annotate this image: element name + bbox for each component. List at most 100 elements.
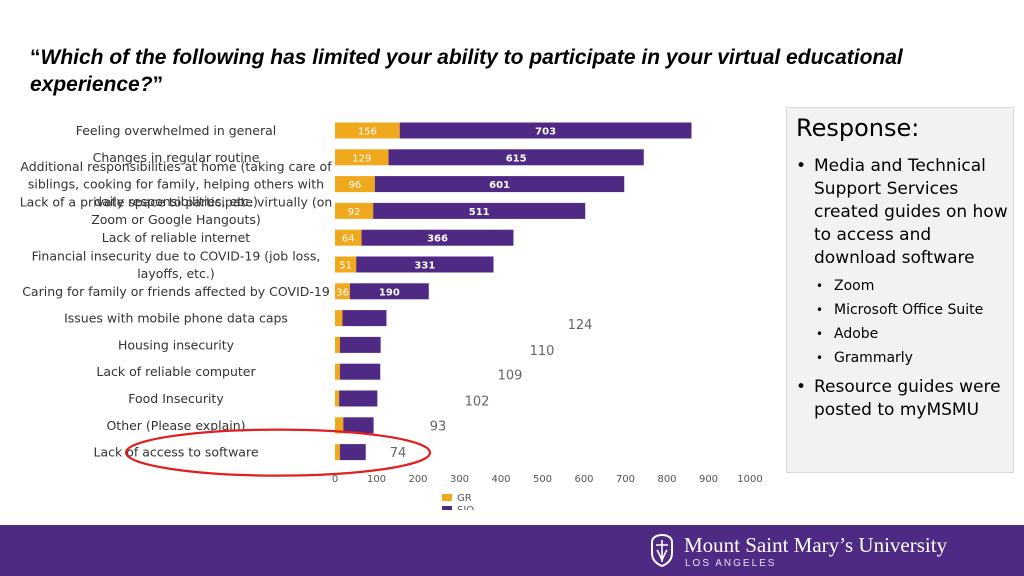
x-tick-label: 800 <box>657 474 676 485</box>
bar-label-sio: 601 <box>489 180 510 191</box>
bar-label-sio: 190 <box>379 287 400 298</box>
x-tick-label: 500 <box>533 474 552 485</box>
bar-sio <box>388 149 644 166</box>
response-heading: Response: <box>796 114 920 142</box>
category-label: Caring for family or friends affected by… <box>22 284 330 299</box>
legend-label: GR <box>457 493 472 504</box>
bar-sio <box>339 390 378 407</box>
category-label: Zoom or Google Hangouts) <box>91 212 261 227</box>
x-tick-label: 400 <box>491 474 510 485</box>
category-label: Lack of reliable computer <box>96 364 256 379</box>
legend-swatch <box>442 494 452 501</box>
bar-gr <box>335 229 362 246</box>
response-item-text: Media and Technical Support Services cre… <box>814 156 1008 268</box>
x-tick-label: 700 <box>616 474 635 485</box>
bar-label-sio: 366 <box>427 234 448 245</box>
outside-value-label: 93 <box>430 419 447 434</box>
bar-label-gr: 156 <box>358 127 377 138</box>
response-item: Media and Technical Support Services cre… <box>796 155 1010 370</box>
stacked-bar-chart: Feeling overwhelmed in general Changes in… <box>20 122 763 510</box>
category-label: Housing insecurity <box>118 337 235 352</box>
bar-gr <box>335 256 357 273</box>
category-label: Lack of access to software <box>93 445 258 460</box>
response-list: Media and Technical Support Services cre… <box>796 155 1010 428</box>
bar-sio <box>374 176 625 193</box>
logo-subtitle: LOS ANGELES <box>685 558 777 569</box>
bar-sio <box>342 310 387 327</box>
x-tick-label: 200 <box>408 474 427 485</box>
software-item: Microsoft Office Suite <box>814 298 1010 322</box>
software-item: Zoom <box>814 274 1010 298</box>
bar-gr <box>335 202 374 219</box>
outside-value-label: 102 <box>465 395 490 410</box>
bar-sio <box>399 122 692 139</box>
x-tick-label: 600 <box>574 474 593 485</box>
bar-gr <box>335 310 343 327</box>
x-tick-label: 100 <box>367 474 386 485</box>
category-label: Issues with mobile phone data caps <box>64 311 288 326</box>
close-quote: ” <box>152 73 164 96</box>
bar-gr <box>335 417 344 434</box>
bar-sio <box>339 336 381 353</box>
bar-gr <box>335 363 340 380</box>
bar-label-gr: 51 <box>339 261 352 272</box>
bar-gr <box>335 336 340 353</box>
bar-sio <box>361 229 514 246</box>
bar-label-gr: 129 <box>352 153 371 164</box>
bar-sio <box>339 363 381 380</box>
response-item-text: Resource guides were posted to myMSMU <box>814 377 1001 420</box>
legend-label: SIO <box>457 505 474 510</box>
software-list: Zoom Microsoft Office Suite Adobe Gramma… <box>814 274 1010 370</box>
category-label: Additional responsibilities at home (tak… <box>20 159 332 174</box>
bar-label-sio: 331 <box>414 261 435 272</box>
highlight-ellipse <box>124 428 432 477</box>
bar-label-sio: 511 <box>469 207 490 218</box>
bar-gr <box>335 390 340 407</box>
outside-value-label: 109 <box>498 369 523 384</box>
bar-label-sio: 615 <box>506 153 527 164</box>
bar-label-gr: 96 <box>349 180 362 191</box>
bar-sio <box>339 444 366 461</box>
bar-gr <box>335 149 389 166</box>
category-label: Food Insecurity <box>128 391 224 406</box>
software-item: Adobe <box>814 322 1010 346</box>
outside-value-label: 124 <box>568 318 593 333</box>
category-label: Other (Please explain) <box>106 418 245 433</box>
bar-label-gr: 64 <box>342 234 355 245</box>
bar-gr <box>335 283 350 300</box>
legend-swatch <box>442 506 452 510</box>
category-label: layoffs, etc.) <box>137 266 215 281</box>
x-tick-label: 1000 <box>737 474 762 485</box>
bar-label-gr: 92 <box>348 207 361 218</box>
outside-value-label: 110 <box>530 344 555 359</box>
outside-value-label: 74 <box>390 446 407 461</box>
bar-sio <box>349 283 429 300</box>
bar-gr <box>335 176 375 193</box>
bar-gr <box>335 444 340 461</box>
category-label: Lack of reliable internet <box>102 230 250 245</box>
response-panel: Response: Media and Technical Support Se… <box>786 107 1014 473</box>
category-label: siblings, cooking for family, helping ot… <box>28 177 324 192</box>
x-tick-label: 300 <box>450 474 469 485</box>
bar-gr <box>335 122 400 139</box>
category-label: Feeling overwhelmed in general <box>76 123 277 138</box>
bar-sio <box>356 256 494 273</box>
bar-label-sio: 703 <box>535 127 556 138</box>
x-tick-label: 0 <box>332 474 338 485</box>
x-tick-label: 900 <box>699 474 718 485</box>
bar-sio <box>373 202 586 219</box>
software-item: Grammarly <box>814 346 1010 370</box>
slide-title: “Which of the following has limited your… <box>30 44 990 98</box>
category-label: Lack of a private space to participate v… <box>20 195 333 210</box>
open-quote: “ <box>30 46 41 69</box>
category-label: daily responsibilities, etc.) <box>94 194 258 209</box>
footer-bar: Mount Saint Mary’s University LOS ANGELE… <box>0 525 1024 576</box>
bar-sio <box>343 417 374 434</box>
category-label: Changes in regular routine <box>93 150 260 165</box>
bar-label-gr: 36 <box>336 287 349 298</box>
response-item: Resource guides were posted to myMSMU <box>796 376 1010 422</box>
category-label: Financial insecurity due to COVID-19 (jo… <box>32 248 321 263</box>
title-text: Which of the following has limited your … <box>30 46 903 96</box>
crest-icon <box>651 533 673 567</box>
logo-name: Mount Saint Mary’s University <box>684 533 948 557</box>
